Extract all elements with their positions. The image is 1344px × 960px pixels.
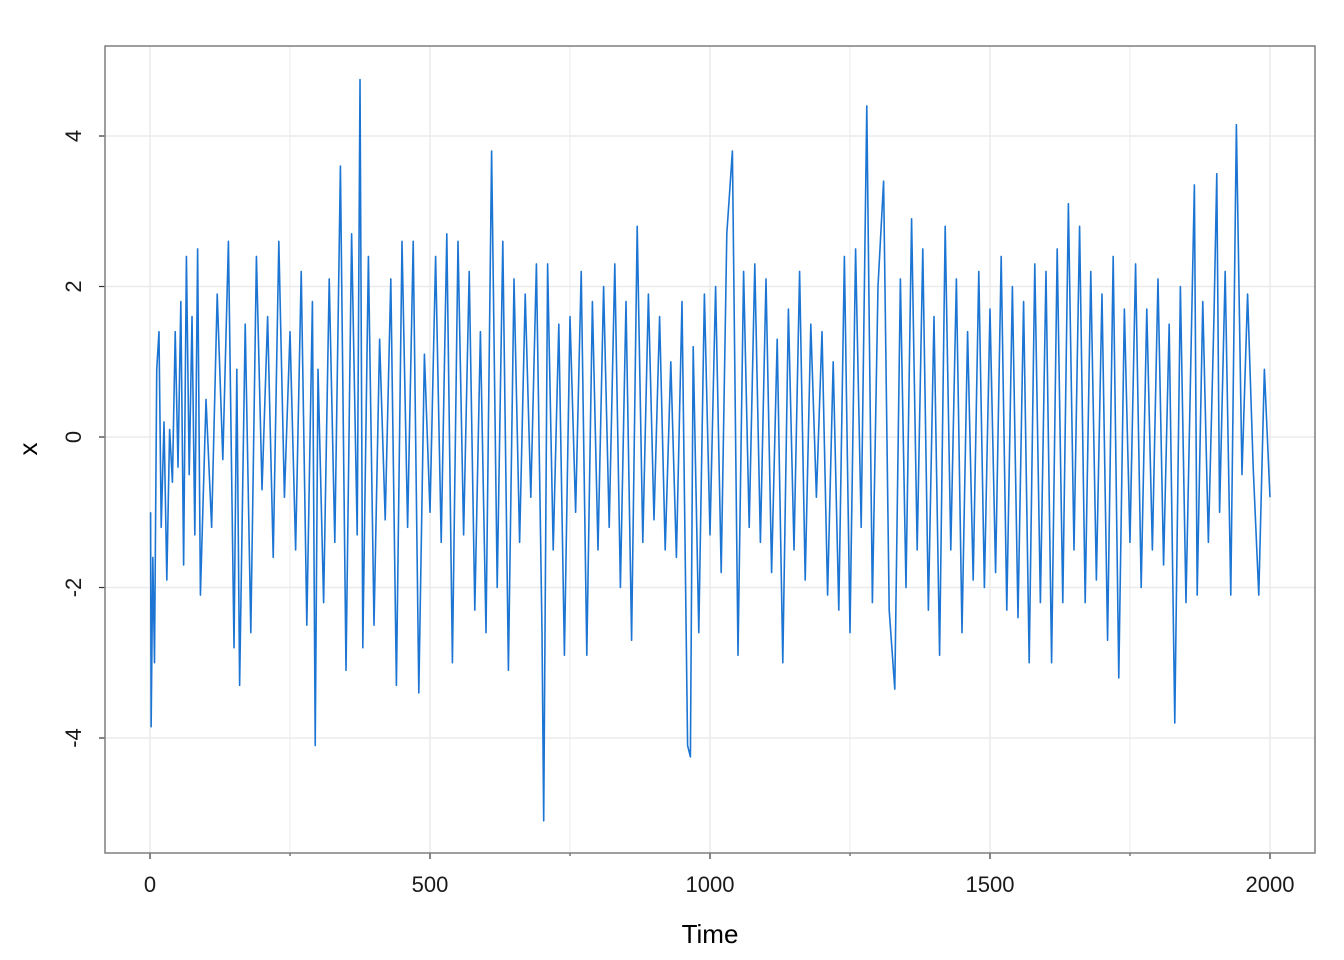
y-tick-label: 4 [61,130,86,142]
y-tick-label: 0 [61,431,86,443]
y-tick-label: -2 [61,578,86,598]
x-tick-label: 0 [144,872,156,897]
x-tick-label: 2000 [1246,872,1295,897]
x-tick-label: 1500 [966,872,1015,897]
y-tick-label: 2 [61,280,86,292]
x-tick-label: 1000 [686,872,735,897]
y-axis-title: x [13,443,43,456]
series-line [149,78,1271,822]
y-tick-label: -4 [61,728,86,748]
x-axis-title: Time [682,919,739,949]
plot-border [104,45,1316,854]
x-tick-label: 500 [412,872,449,897]
